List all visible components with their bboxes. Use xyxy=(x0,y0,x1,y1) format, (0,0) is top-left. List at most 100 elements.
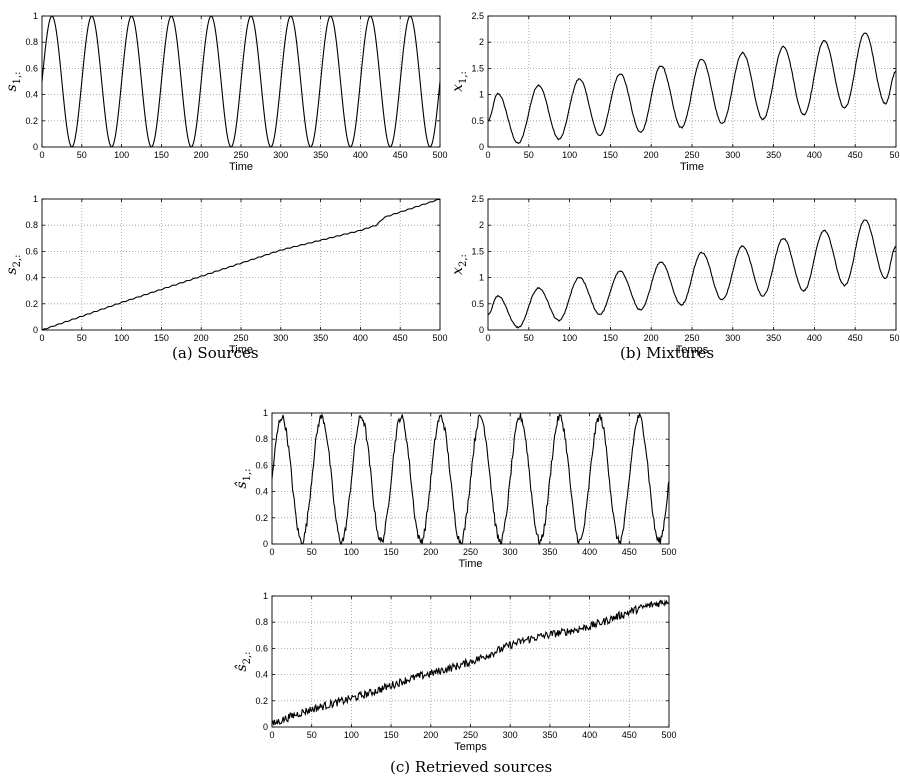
x-tick-label: 250 xyxy=(684,333,699,343)
x-axis-label: Time xyxy=(458,558,482,570)
chart-x1: 0 50 100 150 200 250 300 350 400 450 50(0 0.5 1 1.5 2 2… xyxy=(450,11,900,173)
plot-frame xyxy=(271,412,670,545)
x-tick-label: 150 xyxy=(154,333,169,343)
y-tick-label: 0.2 xyxy=(255,696,268,706)
chart-s1: 0 50 100 150 200 250 300 350 400 450 500 0 0.2 0.4 0.6… xyxy=(4,11,448,173)
y-tick-label: 0.4 xyxy=(25,90,38,100)
y-axis-label: s2,: xyxy=(4,254,23,274)
x-tick-label: 350 xyxy=(542,730,557,740)
x-tick-label: 250 xyxy=(233,150,248,160)
series-line xyxy=(41,15,441,148)
caption-c: (c) Retrieved sources xyxy=(390,758,553,776)
plot-frame xyxy=(487,15,897,148)
x-tick-label: 450 xyxy=(622,730,637,740)
x-tick-label: 350 xyxy=(766,333,781,343)
x-tick-label: 250 xyxy=(684,150,699,160)
y-tick-label: 2 xyxy=(479,37,484,47)
x-tick-label: 150 xyxy=(384,730,399,740)
x-tick-label: 50( xyxy=(889,150,900,160)
y-tick-label: 1 xyxy=(33,11,38,21)
y-tick-label: 0.6 xyxy=(255,643,268,653)
y-tick-label: 2.5 xyxy=(471,194,484,204)
x-tick-label: 50 xyxy=(77,150,87,160)
series-line xyxy=(41,198,441,331)
y-tick-label: 0.5 xyxy=(471,116,484,126)
x-tick-label: 400 xyxy=(582,730,597,740)
y-tick-label: 0.4 xyxy=(255,670,268,680)
series-line xyxy=(271,412,670,546)
x-tick-label: 0 xyxy=(39,333,44,343)
y-tick-label: 1 xyxy=(479,90,484,100)
y-tick-label: 1.5 xyxy=(471,63,484,73)
x-tick-label: 400 xyxy=(353,150,368,160)
y-tick-label: 0.2 xyxy=(25,299,38,309)
x-tick-label: 100 xyxy=(114,150,129,160)
y-axis-label: ŝ1,: xyxy=(234,468,253,488)
chart-x2: 0 50 100 150 200 250 300 350 400 450 50(0 0.5 1 1.5 2 2… xyxy=(450,194,900,356)
x-tick-label: 0 xyxy=(485,333,490,343)
x-tick-label: 150 xyxy=(384,547,399,557)
y-tick-label: 1 xyxy=(263,591,268,601)
x-tick-label: 200 xyxy=(644,333,659,343)
y-tick-label: 0.4 xyxy=(25,273,38,283)
x-tick-label: 50 xyxy=(77,333,87,343)
x-tick-label: 450 xyxy=(848,333,863,343)
y-axis-label: x1,: xyxy=(450,71,469,92)
x-tick-label: 500 xyxy=(432,150,447,160)
caption-a: (a) Sources xyxy=(172,344,259,362)
x-tick-label: 0 xyxy=(485,150,490,160)
x-tick-label: 250 xyxy=(233,333,248,343)
x-tick-label: 400 xyxy=(807,150,822,160)
x-axis-label: Time xyxy=(680,161,704,173)
x-tick-label: 450 xyxy=(393,333,408,343)
y-tick-label: 0.8 xyxy=(255,434,268,444)
x-axis-label: Temps xyxy=(676,344,709,356)
series-line xyxy=(487,219,897,329)
x-tick-label: 150 xyxy=(603,333,618,343)
chart-s1hat: 0 50 100 150 200 250 300 350 400 450 500 0 0.2 0.4 0.6… xyxy=(234,408,677,570)
y-tick-label: 0.8 xyxy=(25,37,38,47)
plot-frame xyxy=(487,198,897,331)
y-axis-label: x2,: xyxy=(450,254,469,275)
x-tick-label: 150 xyxy=(603,150,618,160)
x-tick-label: 300 xyxy=(273,150,288,160)
x-tick-label: 0 xyxy=(269,730,274,740)
x-tick-label: 500 xyxy=(661,547,676,557)
x-tick-label: 300 xyxy=(503,547,518,557)
y-tick-label: 1 xyxy=(479,273,484,283)
plot-frame xyxy=(41,15,441,148)
y-axis-label: s1,: xyxy=(4,71,23,91)
x-tick-label: 200 xyxy=(644,150,659,160)
y-tick-label: 0.5 xyxy=(471,299,484,309)
y-tick-label: 1 xyxy=(263,408,268,418)
x-tick-label: 300 xyxy=(725,333,740,343)
y-tick-label: 0.8 xyxy=(25,220,38,230)
y-tick-label: 2.5 xyxy=(471,11,484,21)
x-tick-label: 400 xyxy=(582,547,597,557)
x-tick-label: 250 xyxy=(463,547,478,557)
x-tick-label: 200 xyxy=(423,547,438,557)
x-tick-label: 450 xyxy=(393,150,408,160)
y-tick-label: 0.4 xyxy=(255,487,268,497)
plot-frame xyxy=(271,595,670,728)
x-tick-label: 300 xyxy=(725,150,740,160)
y-tick-label: 0 xyxy=(479,325,484,335)
x-tick-label: 350 xyxy=(766,150,781,160)
y-tick-label: 0 xyxy=(263,539,268,549)
x-tick-label: 200 xyxy=(194,150,209,160)
x-tick-label: 0 xyxy=(269,547,274,557)
x-tick-label: 500 xyxy=(661,730,676,740)
x-tick-label: 250 xyxy=(463,730,478,740)
x-tick-label: 200 xyxy=(423,730,438,740)
x-tick-label: 150 xyxy=(154,150,169,160)
x-tick-label: 300 xyxy=(503,730,518,740)
x-axis-label: Time xyxy=(229,344,253,356)
x-tick-label: 450 xyxy=(848,150,863,160)
x-tick-label: 400 xyxy=(807,333,822,343)
series-line xyxy=(488,32,897,145)
y-tick-label: 1 xyxy=(33,194,38,204)
y-tick-label: 0 xyxy=(33,325,38,335)
x-tick-label: 100 xyxy=(344,547,359,557)
y-tick-label: 0 xyxy=(33,142,38,152)
chart-s2: 0 50 100 150 200 250 300 350 400 450 500 0 0.2 0.4 0.6… xyxy=(4,194,448,356)
